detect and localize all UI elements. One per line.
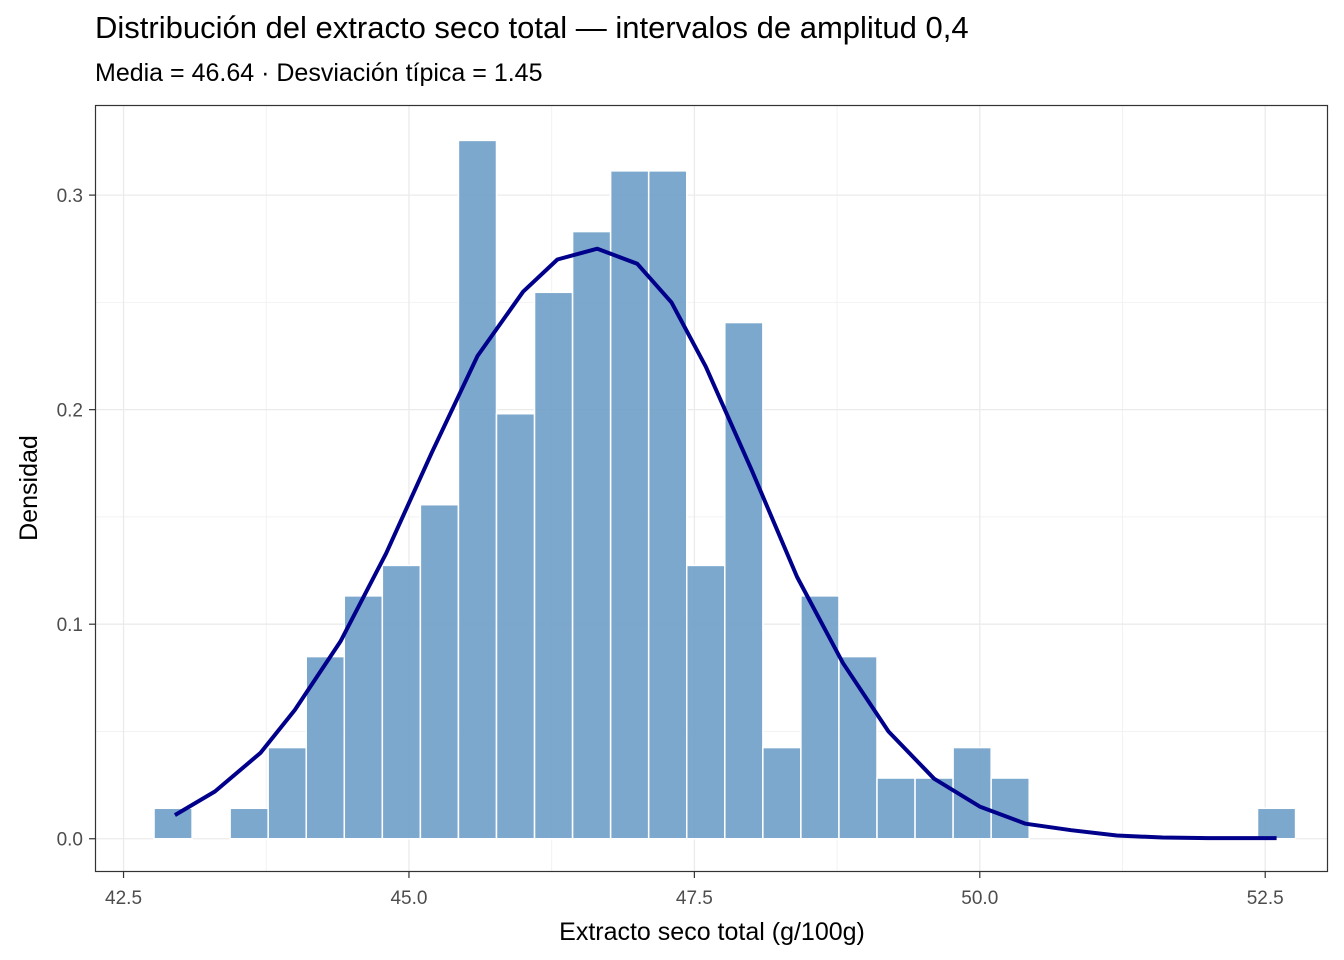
x-tick-label: 50.0 xyxy=(961,888,998,909)
histogram-bar xyxy=(838,655,878,840)
y-axis-label: Densidad xyxy=(15,435,43,541)
histogram-bar xyxy=(609,170,650,840)
histogram-bar xyxy=(533,291,574,840)
x-axis-label: Extracto seco total (g/100g) xyxy=(559,918,865,946)
histogram-bar xyxy=(685,564,726,840)
histogram-bar xyxy=(229,807,269,840)
chart-subtitle: Media = 46.64 · Desviación típica = 1.45 xyxy=(95,59,543,87)
histogram-bar xyxy=(571,230,612,840)
plot-panel-border xyxy=(94,104,1329,873)
histogram-bar xyxy=(647,170,688,840)
histogram-bar xyxy=(419,503,460,840)
histogram-bar xyxy=(1256,807,1297,840)
histogram-bar xyxy=(343,595,384,840)
histogram-bar xyxy=(153,807,193,840)
x-tick-label: 47.5 xyxy=(676,888,713,909)
histogram-bar xyxy=(305,655,346,840)
density-curve xyxy=(173,246,1277,841)
y-tick-label: 0.3 xyxy=(57,186,83,207)
histogram-bar xyxy=(381,564,422,840)
histogram-bar xyxy=(876,777,916,840)
y-tick-label: 0.1 xyxy=(57,615,83,636)
x-tick-label: 42.5 xyxy=(105,888,142,909)
histogram-bar xyxy=(495,412,536,840)
histogram-bar xyxy=(457,139,498,840)
x-tick-label: 45.0 xyxy=(390,888,427,909)
y-tick-label: 0.0 xyxy=(57,830,83,851)
histogram-bar xyxy=(990,777,1030,840)
y-tick-label: 0.2 xyxy=(57,401,83,422)
histogram-bar xyxy=(724,321,764,840)
histogram-bar xyxy=(762,746,802,840)
chart-title: Distribución del extracto seco total — i… xyxy=(95,10,969,45)
x-tick-label: 52.5 xyxy=(1247,888,1284,909)
histogram-bar xyxy=(800,595,840,840)
histogram-bar xyxy=(267,746,307,840)
